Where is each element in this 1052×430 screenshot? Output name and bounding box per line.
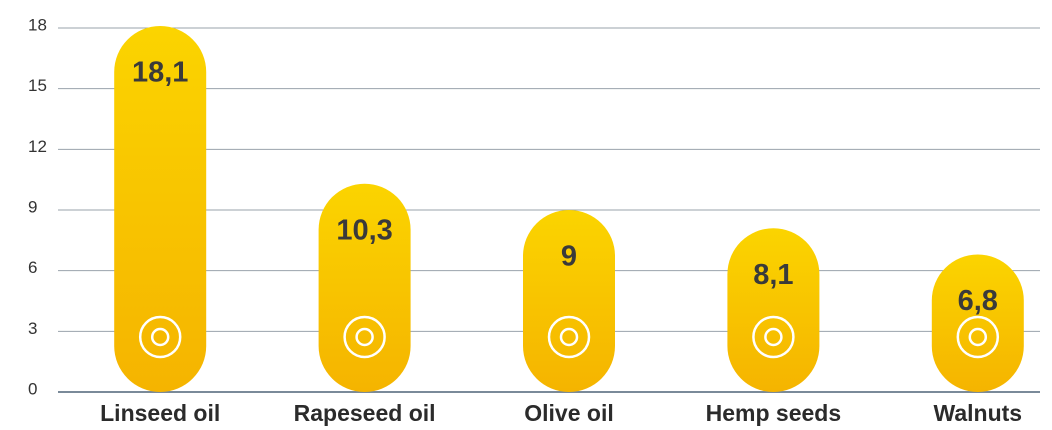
y-tick-label: 12: [28, 137, 47, 156]
chart: 0 3 6 9 12 15 18 Linseed oil 18,1 Rapeseed oil 10,…: [0, 0, 1052, 430]
value-label: 10,3: [336, 214, 392, 246]
y-tick-label: 9: [28, 197, 37, 216]
x-tick-label: Linseed oil: [100, 400, 220, 426]
y-tick-label: 3: [28, 319, 37, 338]
value-label: 6,8: [958, 285, 998, 317]
value-label: 18,1: [132, 57, 188, 89]
value-label: 9: [561, 241, 577, 273]
x-tick-label: Walnuts: [934, 400, 1023, 426]
y-tick-label: 0: [28, 379, 37, 398]
bar: [523, 210, 615, 392]
y-tick-label: 15: [28, 76, 47, 95]
x-tick-label: Olive oil: [524, 400, 613, 426]
y-tick-label: 18: [28, 15, 47, 34]
y-tick-label: 6: [28, 258, 37, 277]
x-tick-label: Hemp seeds: [706, 400, 842, 426]
value-label: 8,1: [753, 259, 793, 291]
bar: [727, 228, 819, 392]
x-tick-label: Rapeseed oil: [294, 400, 436, 426]
bar: [932, 254, 1024, 392]
